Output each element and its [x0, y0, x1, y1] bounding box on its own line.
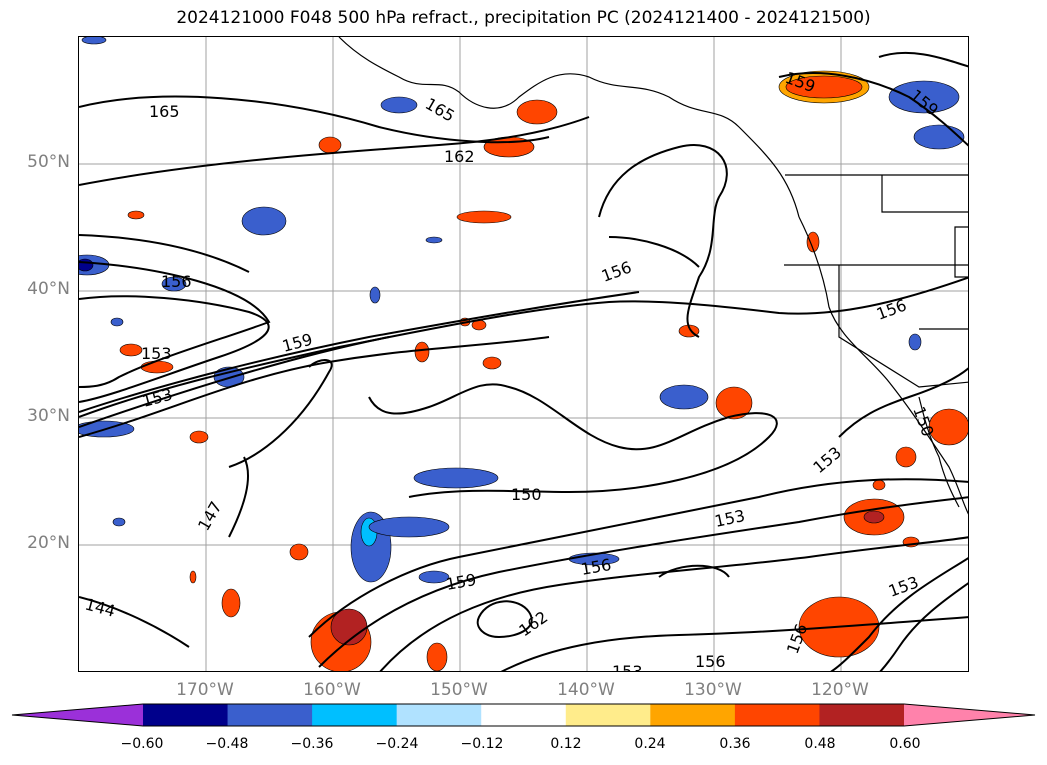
colorbar-tick-label: 0.36	[719, 736, 751, 752]
lon-label: 160°W	[303, 680, 361, 700]
colorbar-tick-label: −0.48	[205, 736, 249, 752]
contour-label: 156	[695, 652, 726, 671]
coastlines	[338, 37, 968, 515]
colorbar-swatch	[481, 704, 567, 726]
map-panel[interactable]: 165 165 162 159 159 156 156 156 153 153 …	[78, 36, 969, 672]
contour-label: 156	[579, 555, 612, 579]
map-canvas: 165 165 162 159 159 156 156 156 153 153 …	[79, 37, 968, 672]
colorbar-swatch	[143, 704, 229, 726]
contour-label: 156	[161, 272, 192, 291]
contour-label: 153	[612, 662, 643, 672]
lat-label: 50°N	[27, 152, 70, 172]
lon-label: 170°W	[176, 680, 234, 700]
colorbar-tick-label: 0.48	[804, 736, 836, 752]
colorbar-tick-label: −0.60	[120, 736, 164, 752]
contour-label: 156	[783, 621, 811, 656]
contour-label: 165	[149, 102, 180, 121]
map-title: 2024121000 F048 500 hPa refract., precip…	[176, 8, 871, 28]
colorbar-tick-label: −0.24	[375, 736, 419, 752]
colorbar-tick-label: 0.60	[889, 736, 921, 752]
lat-label: 30°N	[27, 406, 70, 426]
contour-label: 159	[280, 330, 314, 356]
colorbar-tick-label: 0.24	[634, 736, 666, 752]
gridlines	[79, 37, 968, 671]
contour-label: 162	[444, 147, 475, 166]
colorbar-swatch	[819, 704, 905, 726]
colorbar-tick-label: 0.12	[550, 736, 582, 752]
contour-label: 162	[515, 607, 551, 640]
contour-labels: 165 165 162 159 159 156 156 156 153 153 …	[83, 68, 942, 672]
contour-label: 153	[886, 572, 921, 600]
contour-label: 153	[809, 443, 845, 477]
contour-label: 144	[83, 595, 117, 621]
contour-label: 153	[141, 344, 172, 363]
colorbar-swatch	[565, 704, 651, 726]
precip-negative	[79, 37, 965, 584]
contour-label: 165	[422, 94, 458, 126]
contours	[79, 51, 968, 671]
colorbar-swatch	[227, 704, 313, 726]
colorbar-swatches	[11, 703, 1036, 727]
colorbar-extend-min	[12, 704, 143, 726]
colorbar-swatch	[396, 704, 482, 726]
colorbar-tick-label: −0.12	[460, 736, 504, 752]
colorbar-swatch	[650, 704, 736, 726]
colorbar-outline	[11, 703, 1036, 727]
lat-label: 40°N	[27, 279, 70, 299]
colorbar-swatch	[734, 704, 820, 726]
contour-label: 159	[444, 570, 477, 594]
colorbar-extend-max	[904, 704, 1035, 726]
lat-label: 20°N	[27, 533, 70, 553]
lon-label: 120°W	[811, 680, 869, 700]
lon-label: 150°W	[430, 680, 488, 700]
contour-label: 156	[599, 257, 634, 285]
contour-label: 150	[909, 404, 937, 439]
lon-label: 140°W	[557, 680, 615, 700]
lon-label: 130°W	[684, 680, 742, 700]
contour-label: 153	[713, 506, 747, 531]
colorbar-tick-label: −0.36	[290, 736, 334, 752]
colorbar-swatch	[312, 704, 398, 726]
contour-label: 156	[874, 295, 909, 323]
contour-label: 147	[194, 498, 226, 534]
contour-label: 150	[511, 485, 542, 504]
